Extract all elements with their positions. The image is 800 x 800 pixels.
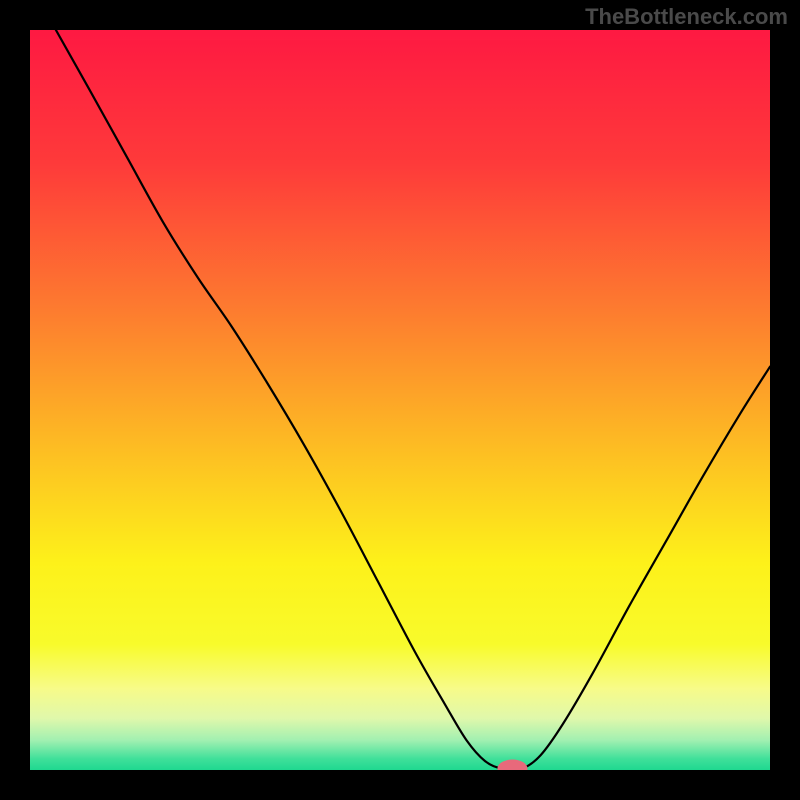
frame-left [0,0,30,800]
gradient-background [30,30,770,770]
chart-svg [0,0,800,800]
frame-right [770,0,800,800]
bottleneck-chart: TheBottleneck.com [0,0,800,800]
watermark-label: TheBottleneck.com [585,4,788,30]
frame-bottom [0,770,800,800]
